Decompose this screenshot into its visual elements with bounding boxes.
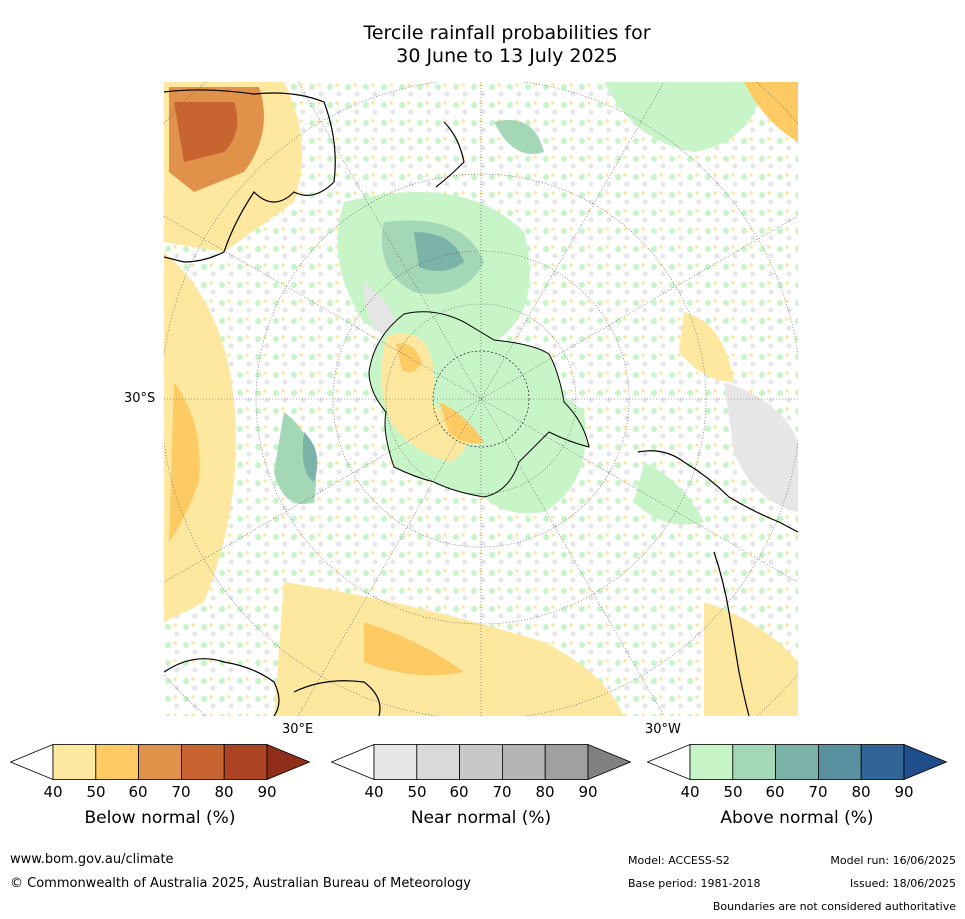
legend-under-triangle: [331, 744, 375, 780]
legend-tick: 80: [214, 783, 234, 801]
footer-issued: Issued: 18/06/2025: [849, 877, 956, 890]
legend-below-normal: [10, 744, 310, 780]
legend-tick: 70: [171, 783, 191, 801]
footer-website: www.bom.gov.au/climate: [10, 852, 174, 867]
footer-disclaimer: Boundaries are not considered authoritat…: [712, 900, 956, 913]
legend-over-triangle: [903, 744, 947, 780]
legend-swatch: [544, 744, 589, 780]
title-line-1: Tercile rainfall probabilities for: [363, 22, 651, 44]
legend-swatch: [732, 744, 777, 780]
legend-over-triangle: [266, 744, 310, 780]
legend-tick: 60: [449, 783, 469, 801]
legend-swatch: [459, 744, 503, 780]
legend-swatch: [860, 744, 905, 780]
legend-tick: 50: [407, 783, 427, 801]
legend-tick: 60: [128, 783, 148, 801]
legend-swatch: [95, 744, 140, 780]
latitude-label-30s: 30°S: [124, 391, 156, 406]
legend-swatch: [138, 744, 182, 780]
legend-above-normal: [647, 744, 947, 780]
legend-over-triangle: [587, 744, 631, 780]
legend-below-title: Below normal (%): [84, 808, 236, 828]
title-line-2: 30 June to 13 July 2025: [396, 45, 618, 67]
legend-tick: 40: [364, 783, 384, 801]
legend-tick: 90: [257, 783, 277, 801]
legend-tick: 60: [765, 783, 785, 801]
coastlines: [164, 89, 798, 716]
footer-model-run: Model run: 16/06/2025: [830, 854, 956, 867]
legend-near-normal: [331, 744, 631, 780]
legend-swatch: [373, 744, 418, 780]
legend-swatch: [416, 744, 461, 780]
legend-swatch: [52, 744, 97, 780]
map-title: Tercile rainfall probabilities for 30 Ju…: [280, 22, 734, 68]
graticule: [164, 82, 798, 716]
map-svg: [164, 82, 798, 716]
polar-map: [164, 82, 798, 716]
legend-swatch: [775, 744, 819, 780]
legend-near-title: Near normal (%): [410, 808, 552, 828]
longitude-label-30w: 30°W: [645, 722, 681, 737]
longitude-label-30e: 30°E: [282, 722, 314, 737]
legend-swatch: [223, 744, 268, 780]
legend-swatch: [817, 744, 862, 780]
legend-swatch: [180, 744, 225, 780]
footer-base-period: Base period: 1981-2018: [628, 877, 761, 890]
legend-tick: 70: [808, 783, 828, 801]
legend-swatch: [689, 744, 734, 780]
legend-tick: 90: [894, 783, 914, 801]
legend-tick: 80: [851, 783, 871, 801]
legend-tick: 80: [535, 783, 555, 801]
legend-tick: 70: [492, 783, 512, 801]
antarctica: [368, 311, 590, 498]
footer-copyright: © Commonwealth of Australia 2025, Austra…: [10, 876, 471, 891]
legend-above-title: Above normal (%): [720, 808, 874, 828]
legend-tick: 40: [43, 783, 63, 801]
legend-swatch: [501, 744, 546, 780]
legend-under-triangle: [10, 744, 54, 780]
legend-tick: 50: [86, 783, 106, 801]
legend-under-triangle: [647, 744, 691, 780]
probability-fields: [164, 82, 798, 716]
footer-model: Model: ACCESS-S2: [628, 854, 730, 867]
legend-tick: 40: [680, 783, 700, 801]
legend-tick: 90: [578, 783, 598, 801]
legend-tick: 50: [723, 783, 743, 801]
